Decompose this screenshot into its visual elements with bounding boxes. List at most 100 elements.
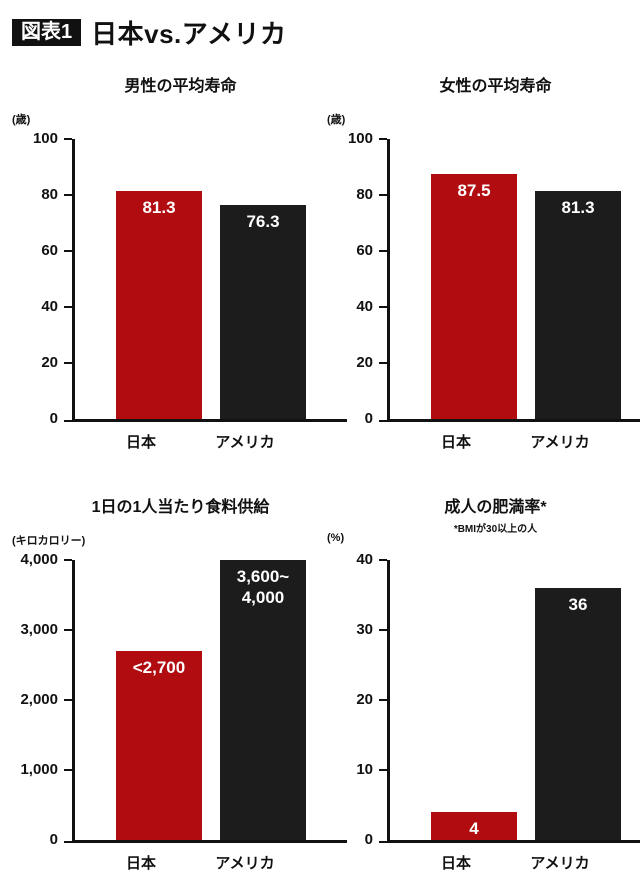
y-tick-mark [64, 362, 72, 364]
y-axis-unit-label: (歳) [327, 114, 346, 126]
chart-panel-3: 1日の1人当たり食料供給 (キロカロリー) 0 1,000 2,000 3,000 4,00… [10, 498, 347, 873]
category-label-japan: 日本 [125, 434, 156, 451]
bar-japan: <2,700 [116, 651, 202, 840]
bar-japan: 81.3 [116, 191, 202, 419]
category-label-usa: アメリカ [215, 855, 275, 872]
y-axis: 0 1,000 2,000 3,000 4,000 [10, 552, 72, 848]
y-tick-mark [379, 250, 387, 252]
y-axis-unit-label: (キロカロリー) [12, 535, 86, 547]
chart-title: 男性の平均寿命 [124, 78, 237, 95]
bar-value-label-usa: 3,600~ 4,000 [236, 567, 290, 608]
plot-area: 4 36 [387, 560, 640, 843]
category-label-usa: アメリカ [530, 434, 590, 451]
bar-value-label-usa: 81.3 [561, 198, 595, 218]
y-tick-label: 100 [347, 130, 373, 147]
y-tick-mark [64, 840, 72, 843]
chart-panel-2: 女性の平均寿命 (歳) 0 20 40 60 80 100 87.5 81.3 日本 アメリカ [325, 77, 640, 452]
y-tick-label: 80 [41, 186, 58, 203]
y-tick-label: 3,000 [20, 621, 58, 638]
charts-grid: 男性の平均寿命 (歳) 0 20 40 60 80 100 81.3 76.3 日本 アメリカ 女性の平… [10, 77, 640, 873]
page-title: 日本vs.アメリカ [91, 19, 287, 49]
header: 図表1 日本vs.アメリカ [10, 14, 630, 51]
x-axis-labels: 日本 アメリカ [390, 852, 626, 873]
chart-note: *BMIが30以上の人 [453, 524, 538, 535]
y-tick-mark [379, 699, 387, 701]
chart-title: 女性の平均寿命 [439, 78, 552, 95]
y-tick-label: 60 [41, 242, 58, 259]
chart-body: 0 10 20 30 40 4 36 [325, 552, 640, 848]
bar-usa: 81.3 [535, 191, 621, 419]
plot-area: 81.3 76.3 [72, 139, 347, 422]
y-tick-mark [379, 629, 387, 631]
y-tick-label: 4,000 [20, 551, 58, 568]
y-tick-mark [379, 840, 387, 843]
bar-usa: 36 [535, 588, 621, 840]
chart-body: 0 20 40 60 80 100 87.5 81.3 [325, 131, 640, 427]
y-tick-mark [379, 769, 387, 771]
y-tick-label: 40 [356, 551, 373, 568]
chart-body: 0 20 40 60 80 100 81.3 76.3 [10, 131, 347, 427]
x-axis-labels: 日本 アメリカ [75, 852, 311, 873]
chart-title: 成人の肥満率* [444, 499, 547, 516]
y-tick-mark [64, 559, 72, 561]
plot-area: <2,700 3,600~ 4,000 [72, 560, 347, 843]
y-tick-mark [379, 138, 387, 140]
y-axis: 0 20 40 60 80 100 [325, 131, 387, 427]
category-label-japan: 日本 [440, 855, 471, 872]
bar-usa: 76.3 [220, 205, 306, 419]
y-tick-label: 10 [356, 761, 373, 778]
bar-value-label-japan: 87.5 [457, 181, 491, 200]
category-label-japan: 日本 [125, 855, 156, 872]
y-tick-label: 30 [356, 621, 373, 638]
bar-japan: 87.5 [431, 174, 517, 419]
y-tick-label: 80 [356, 186, 373, 203]
y-tick-label: 1,000 [20, 761, 58, 778]
plot-area: 87.5 81.3 [387, 139, 640, 422]
y-tick-label: 60 [356, 242, 373, 259]
y-tick-label: 0 [49, 831, 58, 848]
figure-badge: 図表1 [12, 19, 82, 46]
y-tick-label: 0 [364, 410, 373, 427]
y-tick-label: 20 [41, 354, 58, 371]
y-tick-mark [64, 250, 72, 252]
chart-title: 1日の1人当たり食料供給 [91, 499, 270, 516]
chart-panel-1: 男性の平均寿命 (歳) 0 20 40 60 80 100 81.3 76.3 日本 アメリカ [10, 77, 347, 452]
y-tick-mark [379, 559, 387, 561]
y-tick-mark [64, 306, 72, 308]
category-label-usa: アメリカ [530, 855, 590, 872]
bar-value-label-japan: 4 [469, 819, 479, 838]
bar-usa: 3,600~ 4,000 [220, 560, 306, 840]
chart-body: 0 1,000 2,000 3,000 4,000 <2,700 3,600~ 4,000 [10, 552, 347, 848]
bar-value-label-japan: 81.3 [142, 198, 176, 218]
category-label-japan: 日本 [440, 434, 471, 451]
y-tick-mark [64, 419, 72, 422]
y-tick-mark [64, 699, 72, 701]
y-tick-label: 20 [356, 691, 373, 708]
y-tick-label: 40 [41, 298, 58, 315]
y-axis: 0 10 20 30 40 [325, 552, 387, 848]
x-axis-labels: 日本 アメリカ [390, 431, 626, 452]
y-tick-label: 0 [364, 831, 373, 848]
bar-value-label-japan: <2,700 [132, 658, 186, 677]
y-tick-mark [64, 769, 72, 771]
y-tick-label: 40 [356, 298, 373, 315]
bar-japan: 4 [431, 812, 517, 840]
y-tick-label: 0 [49, 410, 58, 427]
y-tick-mark [379, 194, 387, 196]
y-tick-label: 20 [356, 354, 373, 371]
y-tick-mark [379, 306, 387, 308]
y-tick-mark [379, 419, 387, 422]
bar-value-label-usa: 76.3 [246, 212, 280, 232]
y-axis-unit-label: (%) [327, 532, 345, 544]
bar-value-label-usa: 36 [568, 595, 588, 614]
y-tick-mark [64, 629, 72, 631]
y-tick-mark [379, 362, 387, 364]
category-label-usa: アメリカ [215, 434, 275, 451]
y-axis: 0 20 40 60 80 100 [10, 131, 72, 427]
y-axis-unit-label: (歳) [12, 114, 31, 126]
y-tick-mark [64, 138, 72, 140]
x-axis-labels: 日本 アメリカ [75, 431, 311, 452]
chart-panel-4: 成人の肥満率* *BMIが30以上の人 (%) 0 10 20 30 40 4 36 日本 アメリカ [325, 498, 640, 873]
y-tick-label: 2,000 [20, 691, 58, 708]
